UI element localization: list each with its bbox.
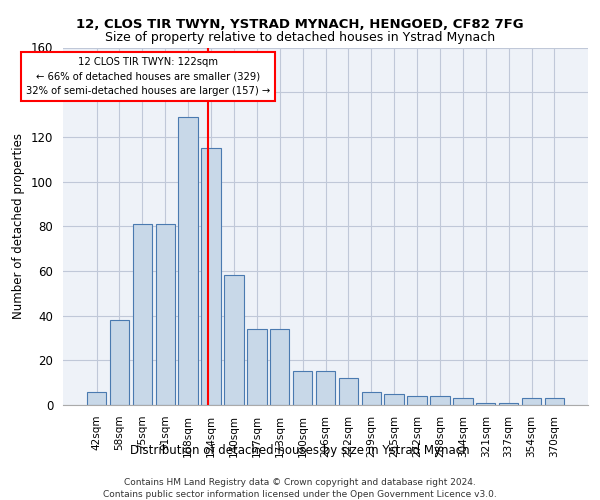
Bar [87,392,106,405]
Bar [247,329,266,405]
Bar [155,224,175,405]
Bar [545,398,564,405]
Bar [224,276,244,405]
Bar [407,396,427,405]
Text: 12, CLOS TIR TWYN, YSTRAD MYNACH, HENGOED, CF82 7FG: 12, CLOS TIR TWYN, YSTRAD MYNACH, HENGOE… [76,18,524,30]
Bar [110,320,129,405]
Text: Size of property relative to detached houses in Ystrad Mynach: Size of property relative to detached ho… [105,31,495,44]
Text: Contains public sector information licensed under the Open Government Licence v3: Contains public sector information licen… [103,490,497,499]
Bar [522,398,541,405]
Bar [385,394,404,405]
Bar [430,396,449,405]
Bar [178,117,198,405]
Bar [476,403,496,405]
Text: 12 CLOS TIR TWYN: 122sqm
← 66% of detached houses are smaller (329)
32% of semi-: 12 CLOS TIR TWYN: 122sqm ← 66% of detach… [26,56,270,96]
Bar [338,378,358,405]
Text: Distribution of detached houses by size in Ystrad Mynach: Distribution of detached houses by size … [130,444,470,457]
Text: Contains HM Land Registry data © Crown copyright and database right 2024.: Contains HM Land Registry data © Crown c… [124,478,476,487]
Bar [133,224,152,405]
Bar [316,372,335,405]
Bar [453,398,473,405]
Bar [362,392,381,405]
Bar [499,403,518,405]
Bar [270,329,289,405]
Bar [202,148,221,405]
Y-axis label: Number of detached properties: Number of detached properties [13,133,25,320]
Bar [293,372,313,405]
